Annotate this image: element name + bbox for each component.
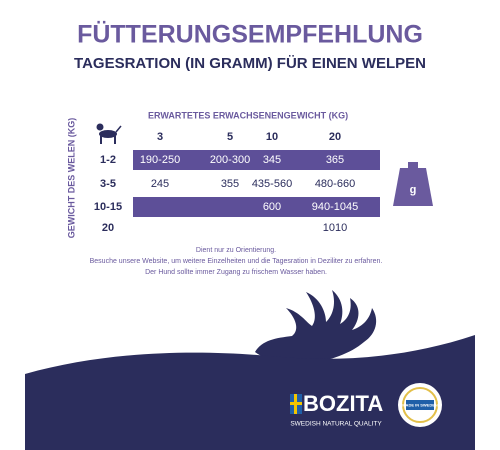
cell: 345 xyxy=(263,154,281,166)
cell: 435-560 xyxy=(252,178,292,190)
badge-text: MADE IN SWEDEN xyxy=(402,403,438,408)
badge xyxy=(398,383,442,427)
row-title: GEWICHT DES WELEN (KG) xyxy=(66,118,76,239)
row-label: 20 xyxy=(102,222,114,234)
note: Der Hund sollte immer Zugang zu frischem… xyxy=(145,269,327,276)
row-label: 3-5 xyxy=(100,178,116,190)
cell: 480-660 xyxy=(315,178,355,190)
cell: 190-250 xyxy=(140,154,180,166)
brand: BOZITA xyxy=(303,391,383,416)
cell: 245 xyxy=(151,178,169,190)
flag xyxy=(290,394,302,414)
notes: Dient nur zu Orientierung. Besuche unsere… xyxy=(90,247,383,276)
cell: 365 xyxy=(326,154,344,166)
row-band xyxy=(133,197,380,217)
tagline: SWEDISH NATURAL QUALITY xyxy=(290,421,382,428)
row-band xyxy=(133,150,380,170)
cell: 200-300 xyxy=(210,154,250,166)
row-label: 10-15 xyxy=(94,201,122,213)
table: 3 5 10 20 1-2 190-250 200-300 345 365 3-5 245 355 43… xyxy=(94,131,380,234)
note: Besuche unsere Website, um weitere Einze… xyxy=(90,258,383,265)
cell: 600 xyxy=(263,201,281,213)
column-header: 10 xyxy=(266,131,278,143)
dog-icon xyxy=(96,123,122,144)
note: Dient nur zu Orientierung. xyxy=(196,247,276,254)
title: FÜTTERUNGSEMPFEHLUNG xyxy=(77,20,423,49)
weight-icon xyxy=(393,162,433,206)
footer-wave xyxy=(25,335,475,450)
antler xyxy=(255,290,377,365)
subtitle: TAGESRATION (IN GRAMM) FÜR EINEN WELPEN xyxy=(74,55,426,72)
cell: 355 xyxy=(221,178,239,190)
column-header: 3 xyxy=(157,131,163,143)
unit-label: g xyxy=(410,184,417,196)
cell: 1010 xyxy=(323,222,347,234)
column-header: 5 xyxy=(227,131,233,143)
cell: 940-1045 xyxy=(312,201,359,213)
row-label: 1-2 xyxy=(100,154,116,166)
column-header: 20 xyxy=(329,131,341,143)
column-title: ERWARTETES ERWACHSENENGEWICHT (KG) xyxy=(148,110,348,120)
